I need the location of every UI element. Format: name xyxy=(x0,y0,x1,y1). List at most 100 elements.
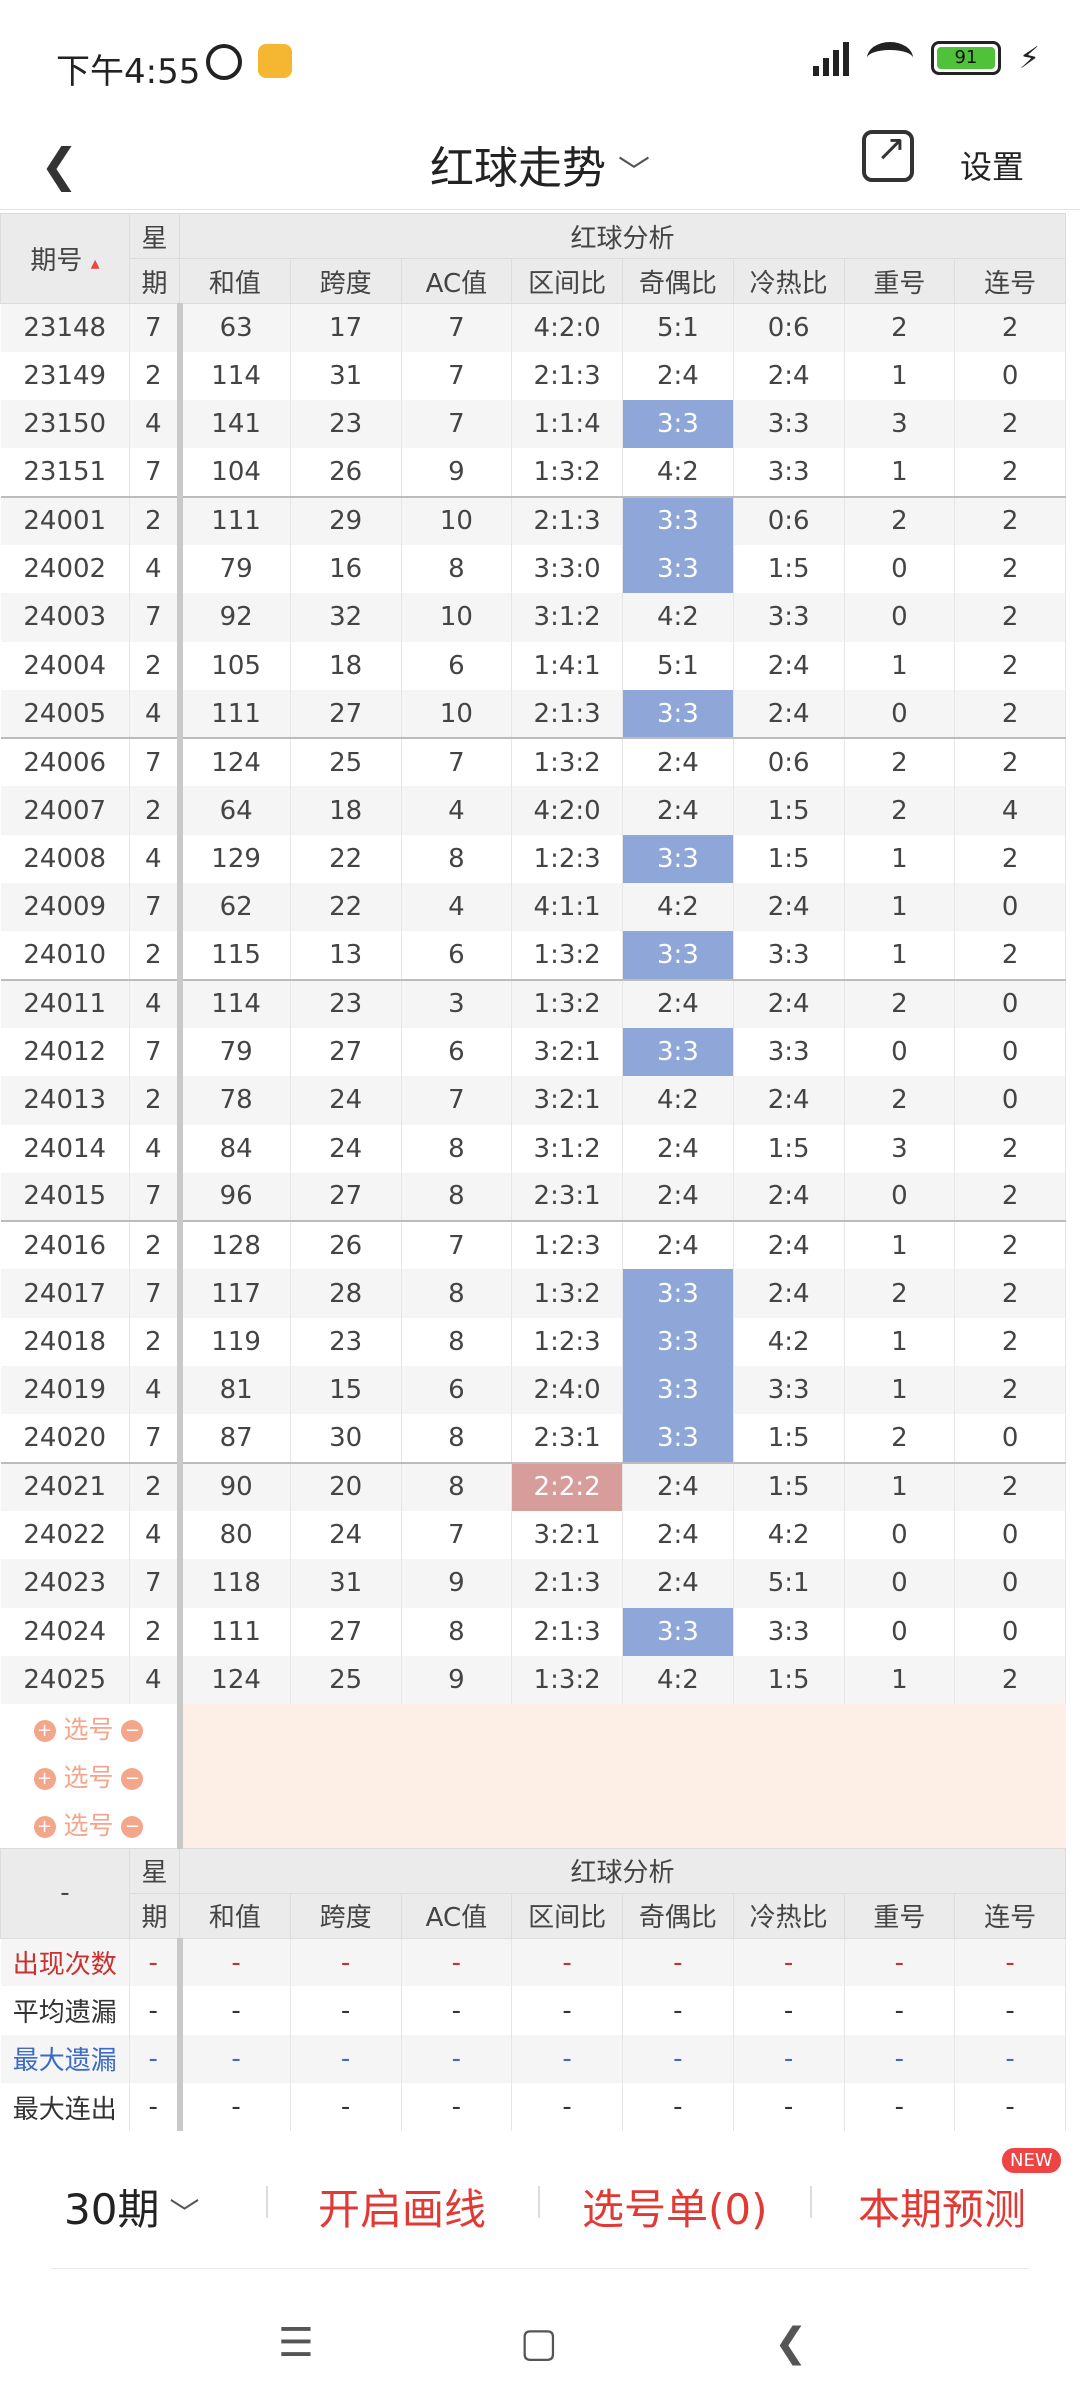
minus-icon[interactable]: − xyxy=(121,1815,144,1838)
value-cell: 0 xyxy=(954,1076,1066,1125)
stats-cell: - xyxy=(401,2083,513,2132)
value-cell: 0:6 xyxy=(733,303,845,352)
value-cell: 27 xyxy=(290,1607,402,1656)
home-icon[interactable]: ▢ xyxy=(520,2320,558,2366)
pick-cell[interactable]: + 选号 − xyxy=(0,1704,183,1753)
value-cell: 2:4 xyxy=(733,1172,845,1222)
stats-cell: - xyxy=(733,1938,845,1987)
predict-button[interactable]: 本期预测 xyxy=(858,2185,1027,2234)
table-row: 24018 2 119 23 8 1:2:3 3:3 4:2 1 2 xyxy=(0,1317,1066,1367)
value-cell: 4:2 xyxy=(622,448,734,497)
value-cell: 18 xyxy=(290,786,402,835)
value-cell: 2:4 xyxy=(622,978,734,1028)
value-cell: 3:3:0 xyxy=(511,544,623,594)
share-icon[interactable] xyxy=(862,128,914,182)
value-cell: 22 xyxy=(290,834,402,884)
pick-row: + 选号 − xyxy=(0,1752,1066,1801)
value-cell: 2:1:3 xyxy=(511,689,623,739)
value-cell: 78 xyxy=(179,1076,291,1125)
value-cell: 10 xyxy=(401,689,513,739)
value-cell: 1:5 xyxy=(733,786,845,835)
value-cell: 7 xyxy=(401,737,513,787)
value-cell: 2:1:3 xyxy=(511,1607,623,1656)
table-row: 24021 2 90 20 8 2:2:2 2:4 1:5 1 2 xyxy=(0,1461,1066,1511)
value-cell: 2:4 xyxy=(622,1461,734,1511)
value-cell: 8 xyxy=(401,1414,513,1463)
bottom-toolbar: 30期 ﹀ 开启画线 选号单(0) 本期预测 NEW xyxy=(0,2112,1080,2292)
value-cell: 2:4 xyxy=(733,689,845,739)
issue-cell: 24019 xyxy=(0,1366,130,1415)
value-cell: 3:3 xyxy=(622,1269,734,1318)
value-cell: 0 xyxy=(954,1559,1066,1608)
minus-icon[interactable]: − xyxy=(121,1720,144,1743)
week-cell: 4 xyxy=(129,834,183,884)
week-cell: 2 xyxy=(129,495,183,545)
back-nav-icon[interactable]: ❮ xyxy=(774,2320,808,2366)
value-cell: 4:1:1 xyxy=(511,883,623,932)
stats-cell: - xyxy=(622,2083,734,2132)
table-row: 24023 7 118 31 9 2:1:3 2:4 5:1 0 0 xyxy=(0,1559,1066,1608)
value-cell: 1:3:2 xyxy=(511,448,623,497)
draw-line-button[interactable]: 开启画线 xyxy=(318,2185,487,2234)
back-icon[interactable]: ❮ xyxy=(40,138,79,192)
col-header: 冷热比 xyxy=(732,1892,845,1939)
col-header: AC值 xyxy=(400,258,513,304)
week-cell: 2 xyxy=(129,1461,183,1511)
value-cell: 114 xyxy=(179,351,291,401)
chevron-down-icon: ﹀ xyxy=(169,2197,200,2232)
value-cell: 7 xyxy=(401,1220,513,1270)
value-cell: 4:2 xyxy=(733,1317,845,1367)
issue-cell: 24010 xyxy=(0,931,130,980)
table-row: 23149 2 114 31 7 2:1:3 2:4 2:4 1 0 xyxy=(0,351,1066,401)
pick-cell[interactable]: + 选号 − xyxy=(0,1752,183,1801)
stats-cell: - xyxy=(511,1938,623,1987)
table-row: 24013 2 78 24 7 3:2:1 4:2 2:4 2 0 xyxy=(0,1076,1066,1125)
value-cell: 2 xyxy=(954,1655,1066,1705)
settings-button[interactable]: 设置 xyxy=(959,148,1024,186)
value-cell: 6 xyxy=(401,1366,513,1415)
page-title[interactable]: 红球走势 ﹀ xyxy=(429,143,650,194)
minus-icon[interactable]: − xyxy=(121,1768,144,1791)
value-cell: 15 xyxy=(290,1366,402,1415)
week-cell: 4 xyxy=(129,544,183,594)
value-cell: 3:3 xyxy=(733,1027,845,1077)
stats-cell: - xyxy=(511,1986,623,2035)
period-selector[interactable]: 30期 ﹀ xyxy=(64,2185,200,2234)
value-cell: 27 xyxy=(290,1027,402,1077)
chevron-down-icon: ﹀ xyxy=(617,153,650,191)
week-cell: 7 xyxy=(129,1172,183,1222)
value-cell: 3:3 xyxy=(733,1366,845,1415)
plus-icon[interactable]: + xyxy=(33,1720,56,1743)
issue-cell: 23149 xyxy=(0,351,130,401)
new-badge: NEW xyxy=(1002,2148,1061,2173)
pick-cell[interactable]: + 选号 − xyxy=(0,1800,183,1849)
value-cell: 2 xyxy=(844,1269,956,1318)
value-cell: 2 xyxy=(844,1076,956,1125)
stats-cell: - xyxy=(401,1938,513,1987)
pick-list-button[interactable]: 选号单(0) xyxy=(582,2185,768,2234)
issue-cell: 24009 xyxy=(0,883,130,932)
col-header: 跨度 xyxy=(289,1892,402,1939)
stats-cell: - xyxy=(290,1986,402,2035)
issue-cell: 24013 xyxy=(0,1076,130,1125)
issue-cell: 24022 xyxy=(0,1510,130,1560)
value-cell: 1:3:2 xyxy=(511,1655,623,1705)
table-row: 24016 2 128 26 7 1:2:3 2:4 2:4 1 2 xyxy=(0,1220,1066,1270)
plus-icon[interactable]: + xyxy=(33,1768,56,1791)
table-row: 24014 4 84 24 8 3:1:2 2:4 1:5 3 2 xyxy=(0,1124,1066,1173)
value-cell: 1:5 xyxy=(733,1655,845,1705)
stats-cell: - xyxy=(622,2034,734,2083)
menu-icon[interactable]: ☰ xyxy=(278,2320,314,2366)
value-cell: 23 xyxy=(290,978,402,1028)
stats-cell: - xyxy=(844,1938,956,1987)
value-cell: 0 xyxy=(844,689,956,739)
plus-icon[interactable]: + xyxy=(33,1815,56,1838)
value-cell: 0 xyxy=(844,544,956,594)
pick-row: + 选号 − xyxy=(0,1800,1066,1849)
issue-cell: 24023 xyxy=(0,1559,130,1608)
value-cell: 3:3 xyxy=(622,544,734,594)
value-cell: 8 xyxy=(401,1269,513,1318)
value-cell: 2:4 xyxy=(733,351,845,401)
value-cell: 2:4 xyxy=(622,786,734,835)
issue-header[interactable]: 期号 ▴ xyxy=(0,213,130,304)
